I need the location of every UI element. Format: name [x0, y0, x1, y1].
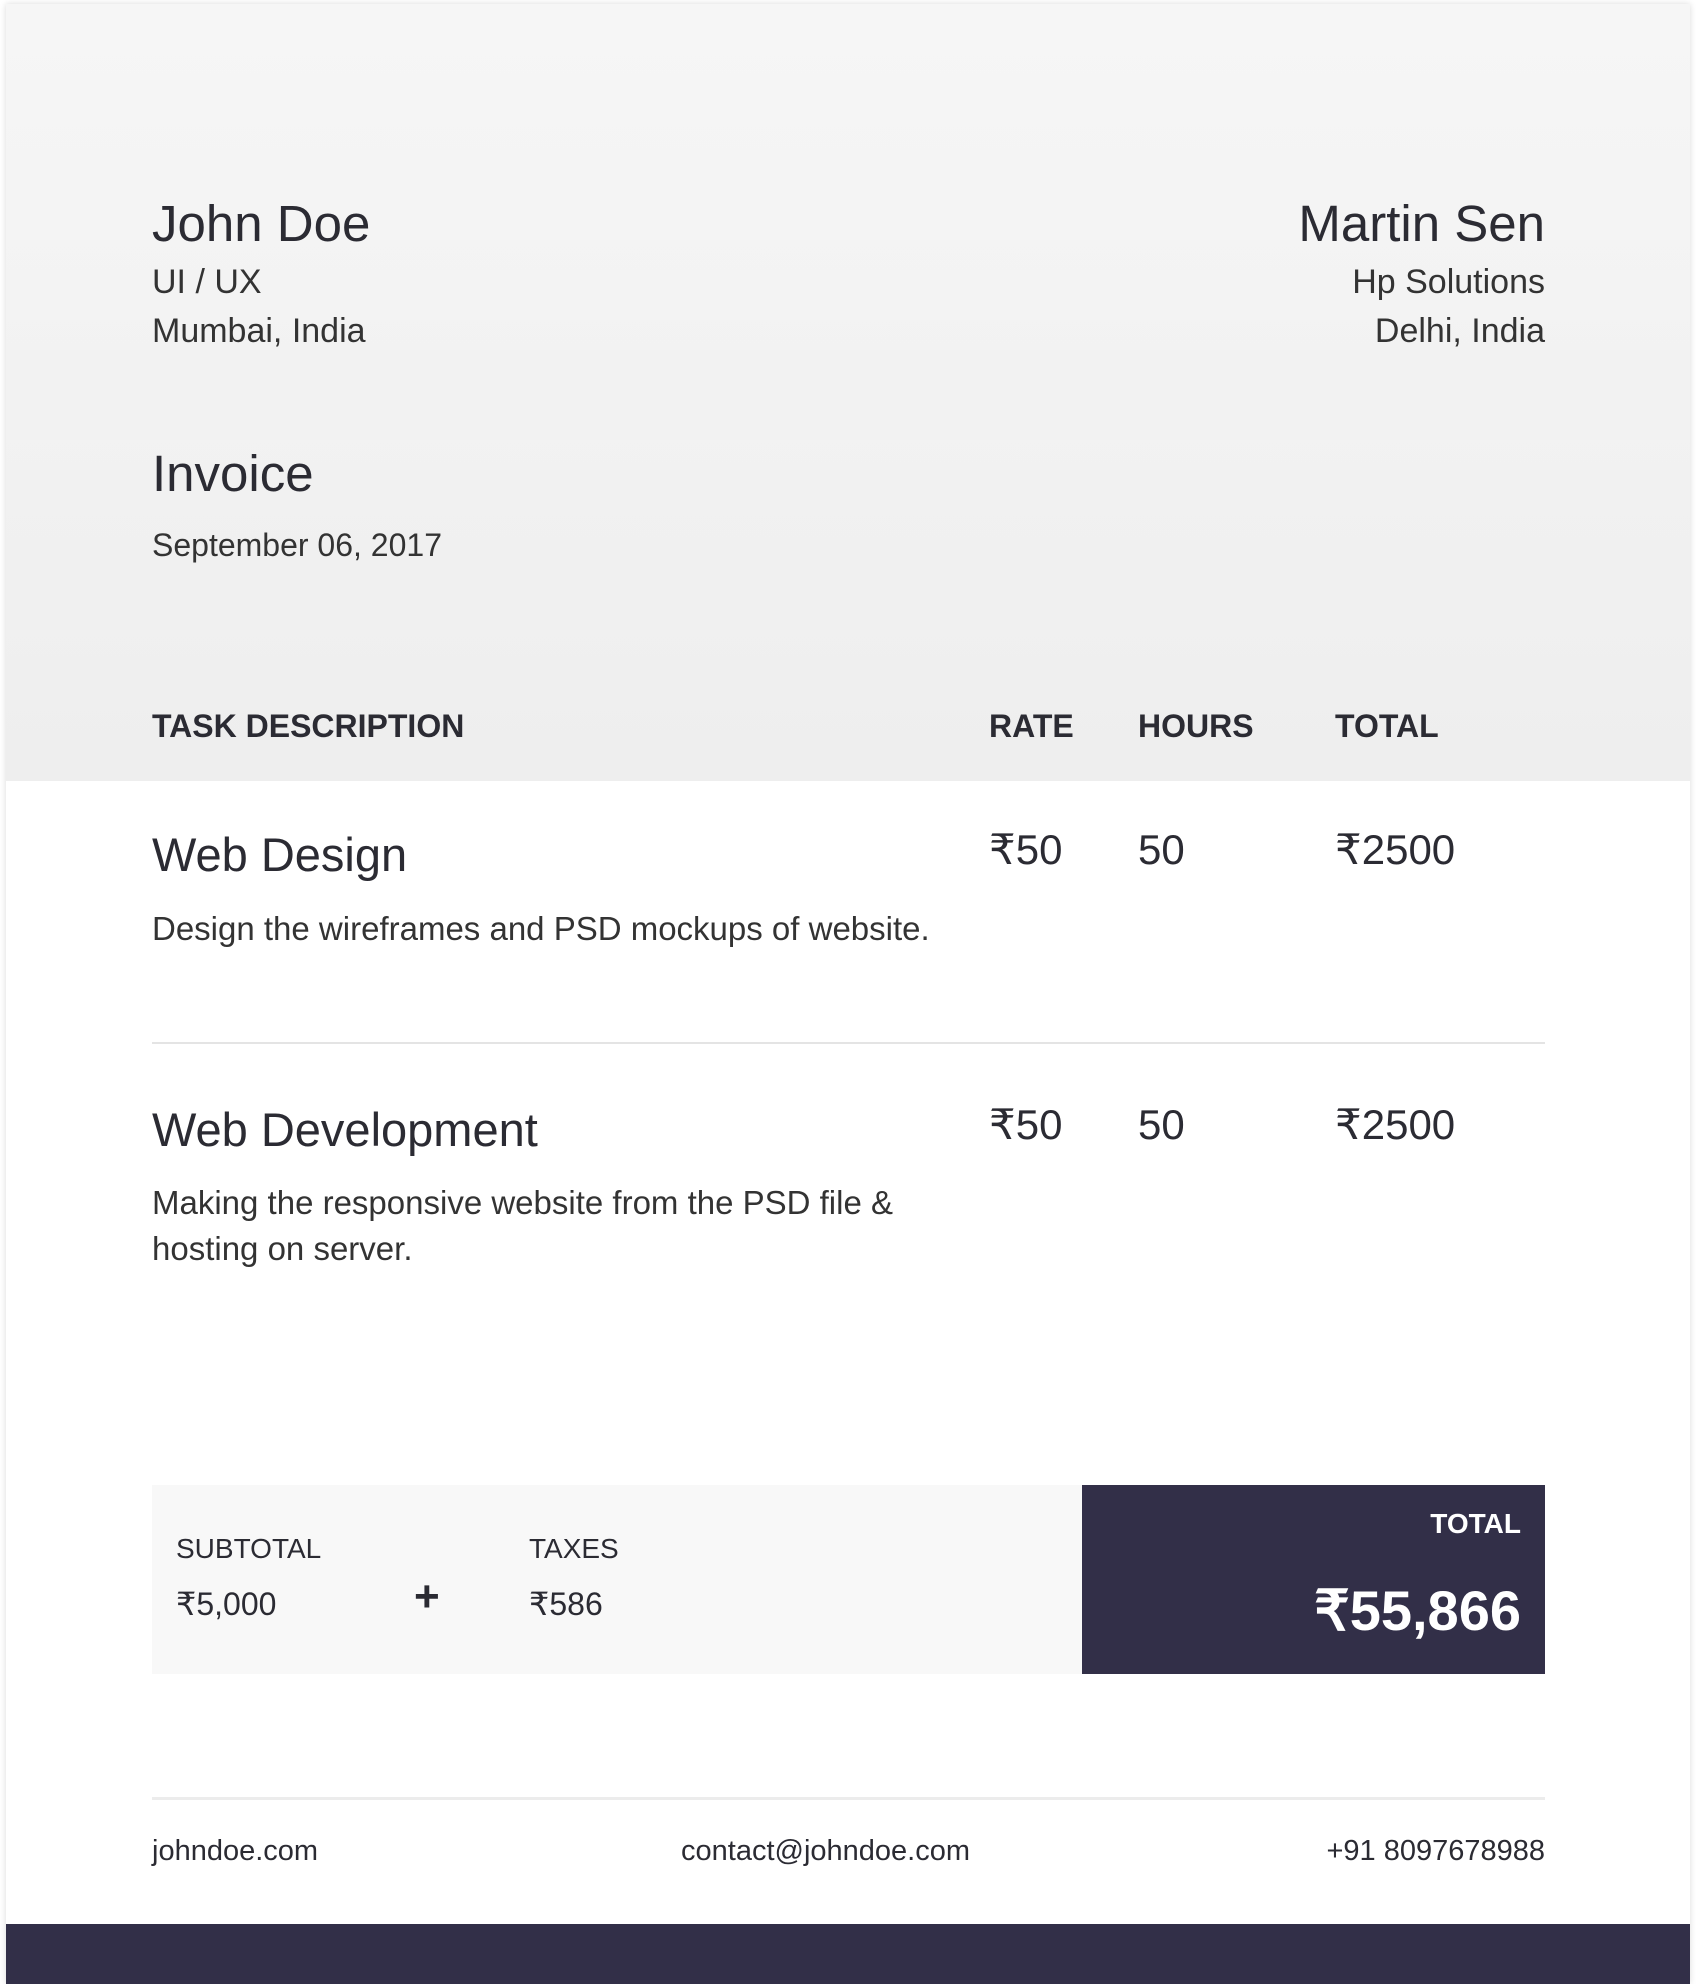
task-total: ₹2500	[1335, 1101, 1456, 1148]
taxes-value: ₹586	[529, 1586, 603, 1622]
sender-location: Mumbai, India	[152, 312, 366, 350]
task-title: Web Design	[152, 828, 408, 881]
footer-website[interactable]: johndoe.com	[152, 1835, 319, 1867]
total-box: TOTAL ₹55,866	[1082, 1485, 1545, 1674]
footer-phone[interactable]: +91 8097678988	[1326, 1835, 1545, 1867]
client-company: Hp Solutions	[1352, 263, 1545, 301]
header-total: TOTAL	[1335, 708, 1439, 744]
total-label: TOTAL	[1430, 1508, 1521, 1539]
footer-divider	[152, 1797, 1545, 1800]
invoice-date: September 06, 2017	[152, 527, 442, 563]
sender-role: UI / UX	[152, 263, 262, 301]
client-name: Martin Sen	[1298, 195, 1545, 252]
subtotal-value: ₹5,000	[176, 1586, 277, 1622]
footer-bar	[6, 1924, 1690, 1984]
task-hours: 50	[1138, 1101, 1185, 1148]
task-rate: ₹50	[989, 826, 1063, 873]
task-hours: 50	[1138, 826, 1185, 873]
task-description: Design the wireframes and PSD mockups of…	[152, 910, 930, 947]
invoice-title: Invoice	[152, 445, 314, 502]
total-value: ₹55,866	[1314, 1579, 1521, 1642]
header-task-description: TASK DESCRIPTION	[152, 708, 465, 744]
task-total: ₹2500	[1335, 826, 1456, 873]
header-hours: HOURS	[1138, 708, 1254, 744]
sender-name: John Doe	[152, 195, 371, 252]
row-divider	[152, 1042, 1545, 1044]
task-description: Making the responsive website from the P…	[152, 1184, 894, 1267]
plus-icon: +	[414, 1572, 440, 1621]
invoice-header	[6, 4, 1690, 781]
subtotal-label: SUBTOTAL	[176, 1533, 322, 1564]
taxes-label: TAXES	[529, 1533, 619, 1564]
footer-email[interactable]: contact@johndoe.com	[681, 1835, 970, 1867]
header-rate: RATE	[989, 708, 1074, 744]
task-title: Web Development	[152, 1103, 538, 1156]
task-rate: ₹50	[989, 1101, 1063, 1148]
summary-box	[152, 1485, 1082, 1674]
client-location: Delhi, India	[1374, 312, 1545, 350]
